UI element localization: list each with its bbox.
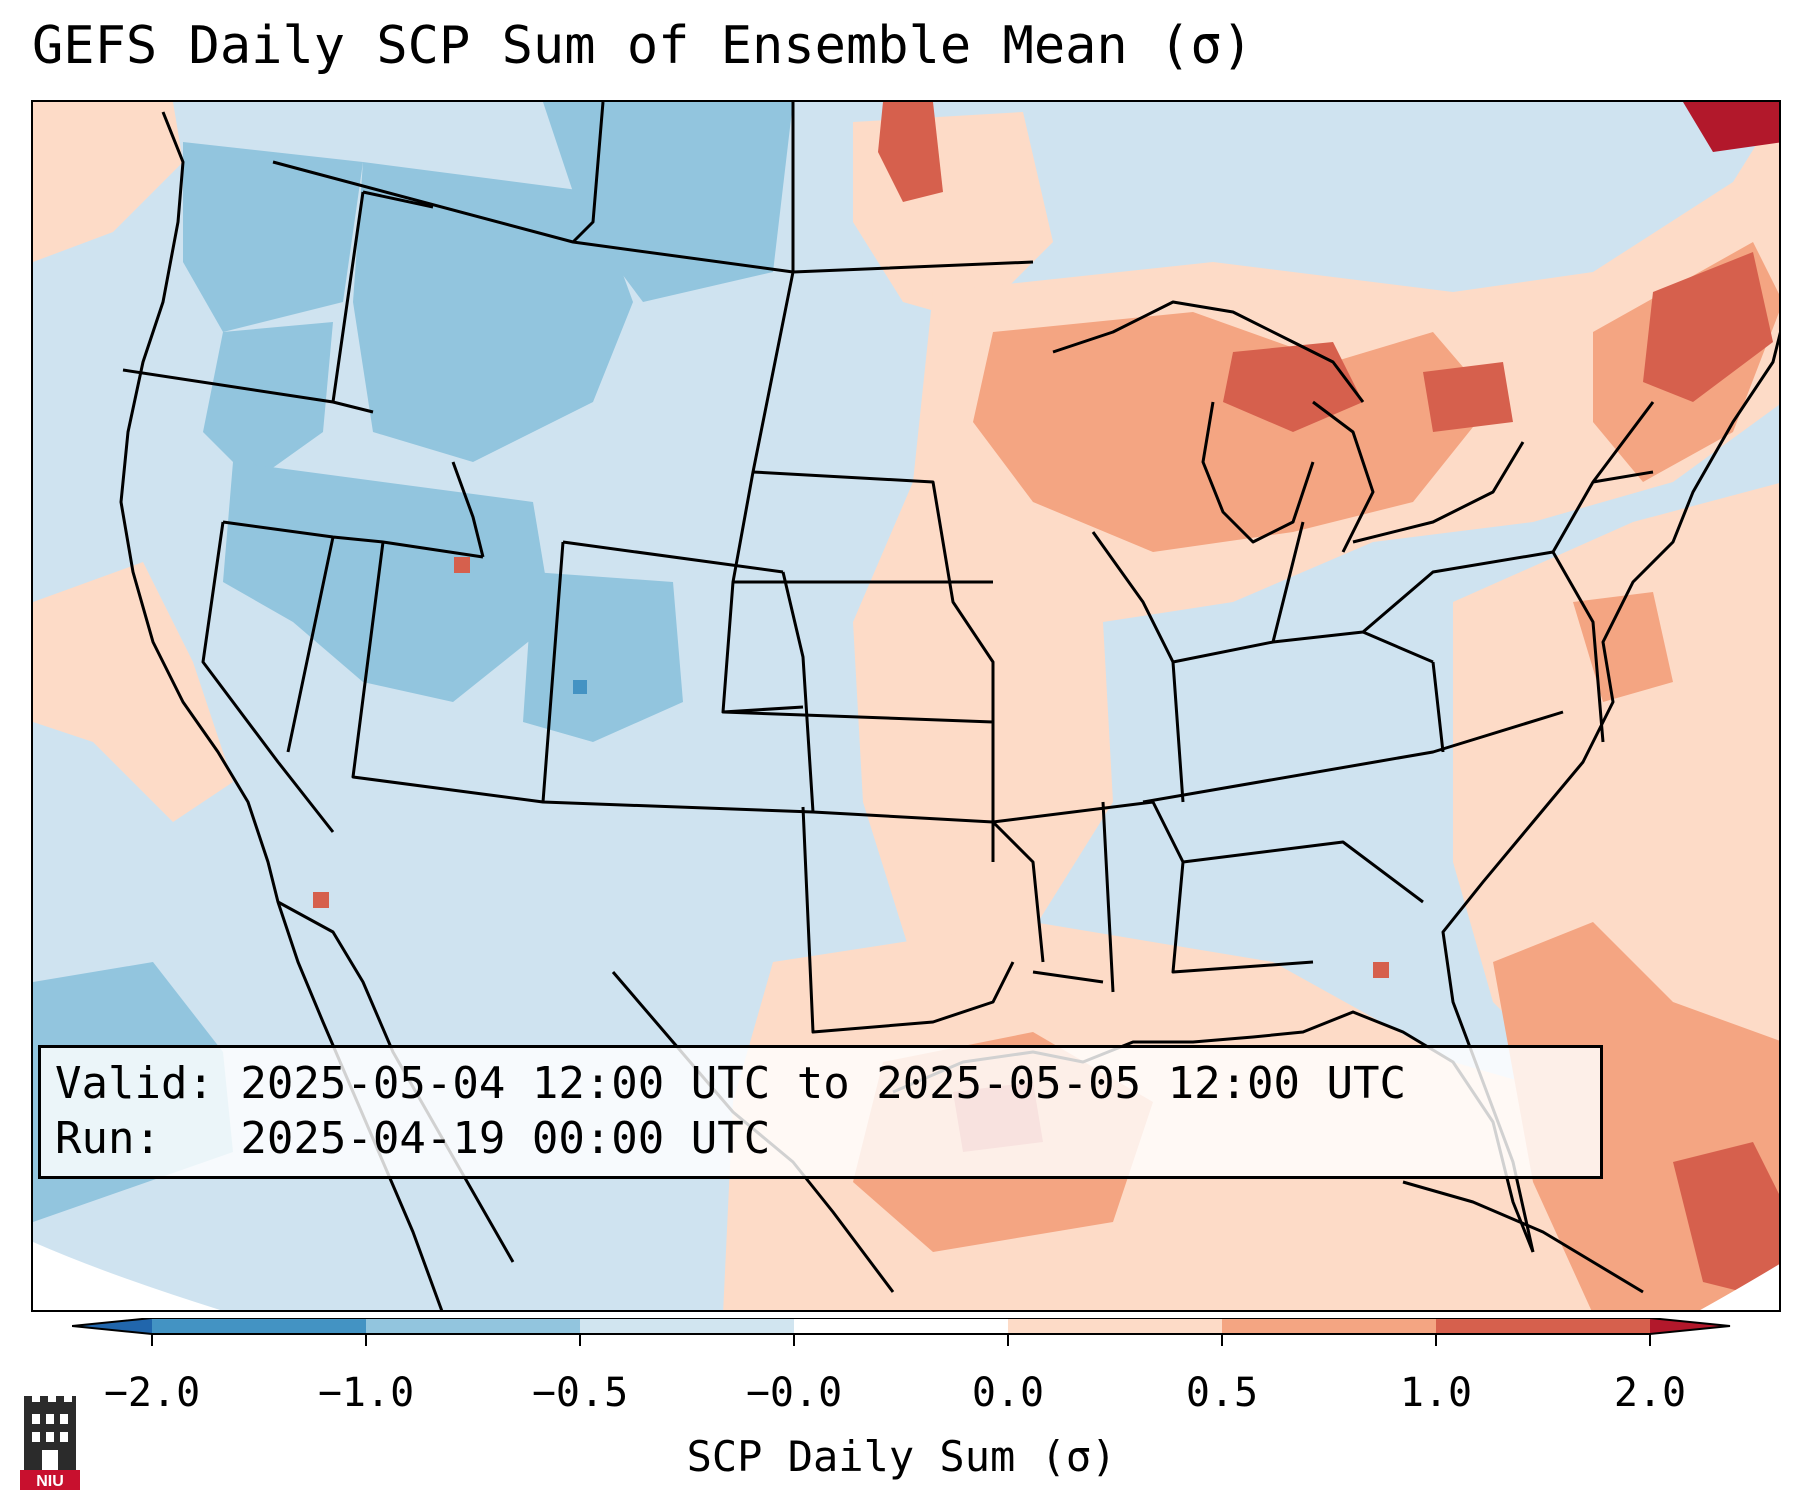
- colorbar-segment: [1222, 1318, 1437, 1334]
- colorbar-segment: [794, 1318, 1009, 1334]
- colorbar-segment: [366, 1318, 581, 1334]
- field-neg-idaho-montana: [353, 162, 633, 462]
- colorbar-tick-label: −0.0: [745, 1370, 843, 1416]
- state-borders-east: [1091, 401, 1655, 803]
- colorbar-tick-label: −1.0: [317, 1370, 415, 1416]
- colorbar-extend-high: [1650, 1318, 1730, 1334]
- field-pos-pacific-nw: [33, 102, 183, 262]
- state-borders-west: [122, 191, 815, 833]
- field-pos-point-utah: [454, 557, 470, 573]
- field-neg-oregon: [203, 322, 333, 482]
- field-neg-colorado: [523, 572, 683, 742]
- field-pos-high-lake-ontario: [1423, 362, 1513, 432]
- colorbar-tick-label: 1.0: [1399, 1370, 1473, 1416]
- colorbar-tick-label: −0.5: [531, 1370, 629, 1416]
- field-pos-high-north: [878, 102, 943, 202]
- colorbar-segment: [152, 1318, 367, 1334]
- map-domain-edge-left: [33, 1242, 221, 1310]
- state-borders-central: [801, 710, 1564, 1034]
- colorbar-segment: [1436, 1318, 1651, 1334]
- run-time-text: Run: 2025-04-19 00:00 UTC: [55, 1113, 771, 1164]
- field-pos-high-ne-corner: [1683, 102, 1779, 152]
- field-pos-point-ca: [313, 892, 329, 908]
- field-neg-nevada-utah: [223, 462, 553, 702]
- logo-text: NIU: [36, 1473, 64, 1490]
- colorbar-tick-label: 0.0: [971, 1370, 1045, 1416]
- state-borders-north: [272, 102, 1034, 862]
- field-neg-north-dakota: [543, 102, 793, 302]
- field-pos-high-michigan: [1223, 342, 1363, 432]
- colorbar-segments: [72, 1318, 1730, 1334]
- niu-castle-icon: NIU: [20, 1396, 80, 1490]
- colorbar-segment: [1008, 1318, 1223, 1334]
- colorbar-tick-label: 2.0: [1613, 1370, 1687, 1416]
- colorbar: [72, 1318, 1731, 1346]
- colorbar-extend-low: [72, 1318, 152, 1334]
- field-neg-washington: [183, 142, 363, 332]
- field-neg-point-colorado: [573, 680, 587, 694]
- coastline-east: [1441, 331, 1779, 1253]
- colorbar-tick-label: −2.0: [103, 1370, 201, 1416]
- coastline-cuba: [1402, 1180, 1644, 1294]
- colorbar-segment: [580, 1318, 795, 1334]
- colorbar-label: SCP Daily Sum (σ): [686, 1432, 1117, 1481]
- map-domain-edge-right: [1700, 1264, 1779, 1310]
- valid-time-text: Valid: 2025-05-04 12:00 UTC to 2025-05-0…: [55, 1058, 1407, 1109]
- page-title: GEFS Daily SCP Sum of Ensemble Mean (σ): [32, 16, 1253, 76]
- field-pos-west-coast: [33, 562, 233, 822]
- great-lakes-outline: [1052, 300, 1525, 553]
- colorbar-ticks: [151, 1334, 1651, 1346]
- field-pos-point-nc: [1373, 962, 1389, 978]
- colorbar-tick-label: 0.5: [1185, 1370, 1259, 1416]
- valid-run-info-box: Valid: 2025-05-04 12:00 UTC to 2025-05-0…: [38, 1045, 1603, 1179]
- geographic-boundaries: [119, 102, 1779, 1310]
- field-pos-high-new-england: [1643, 252, 1773, 402]
- field-pos-high-caribbean: [1673, 1142, 1779, 1301]
- field-pos-mid-michigan: [973, 312, 1493, 552]
